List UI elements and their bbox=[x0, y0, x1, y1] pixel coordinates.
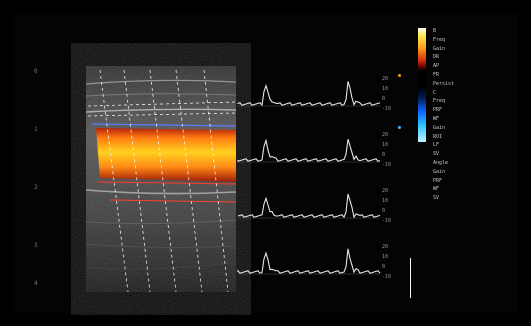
velocity-scale-label: -10 bbox=[382, 274, 392, 280]
velocity-scale-label: 0 bbox=[382, 152, 386, 158]
velocity-scale-label: -10 bbox=[382, 162, 392, 168]
velocity-scale-label: 0 bbox=[382, 208, 386, 214]
doppler-waveform bbox=[237, 81, 381, 107]
parameter-row bbox=[433, 213, 518, 220]
parameter-label: SV bbox=[433, 195, 440, 202]
parameter-row: Angle bbox=[433, 160, 518, 167]
parameter-label: Persist bbox=[433, 80, 455, 87]
parameter-row: B bbox=[433, 28, 518, 35]
doppler-waveform bbox=[237, 248, 381, 274]
parameter-row: SV bbox=[433, 195, 518, 202]
parameter-label: C bbox=[433, 89, 437, 96]
velocity-scale-label: 0 bbox=[382, 264, 386, 270]
velocity-scale-label: 20 bbox=[382, 132, 389, 138]
parameter-label: WF bbox=[433, 116, 440, 122]
doppler-waveform bbox=[237, 138, 381, 162]
velocity-scale-label: 10 bbox=[382, 198, 389, 204]
parameter-row: WF bbox=[433, 116, 518, 123]
velocity-scale-label: -10 bbox=[382, 106, 392, 112]
parameter-label: Freq bbox=[433, 36, 446, 43]
parameter-row: Gain bbox=[433, 46, 518, 53]
depth-label: 4 bbox=[34, 280, 38, 287]
parameter-label: Freq bbox=[433, 98, 446, 105]
parameter-row: C bbox=[433, 90, 518, 97]
parameter-label: SV bbox=[433, 151, 440, 158]
parameter-row: PRF bbox=[433, 107, 518, 114]
parameter-row: DR bbox=[433, 54, 518, 61]
parameter-label: AP bbox=[433, 63, 440, 70]
velocity-scale-label: 20 bbox=[382, 244, 389, 250]
parameter-label: LF bbox=[433, 142, 440, 149]
doppler-waveform bbox=[237, 193, 381, 219]
velocity-scale-label: 20 bbox=[382, 188, 389, 194]
depth-label: 1 bbox=[34, 126, 38, 133]
parameter-label: PRF bbox=[433, 177, 443, 184]
velocity-scale-label: 0 bbox=[382, 96, 386, 102]
parameter-panel: B Freq Gain DR AP FR Persist C Freq PRF WF Gain ROI L… bbox=[433, 28, 518, 228]
parameter-row: Freq bbox=[433, 98, 518, 105]
parameter-row: WF bbox=[433, 186, 518, 193]
depth-scale: 0 1 2 3 4 bbox=[32, 60, 46, 290]
parameter-row bbox=[433, 204, 518, 211]
vessel-wall-bottom bbox=[97, 181, 237, 185]
velocity-scale-label: 10 bbox=[382, 254, 389, 260]
velocity-scale-label: 10 bbox=[382, 142, 389, 148]
parameter-label: FR bbox=[433, 72, 440, 78]
parameter-label: Gain bbox=[433, 45, 446, 52]
depth-label: 2 bbox=[34, 184, 38, 191]
parameter-row: Gain bbox=[433, 169, 518, 176]
marker-dot bbox=[398, 74, 401, 77]
depth-label: 3 bbox=[34, 242, 38, 249]
scan-line-overlay bbox=[87, 69, 237, 293]
velocity-scale-label: 20 bbox=[382, 76, 389, 82]
parameter-label: Angle bbox=[433, 160, 449, 166]
scale-bar bbox=[410, 258, 411, 298]
parameter-label: ROI bbox=[433, 133, 443, 140]
parameter-label: DR bbox=[433, 54, 440, 61]
parameter-row: ROI bbox=[433, 134, 518, 141]
color-velocity-bar bbox=[418, 28, 426, 86]
velocity-scale-label: 10 bbox=[382, 86, 389, 92]
velocity-scale-label: -10 bbox=[382, 218, 392, 224]
parameter-row: Freq bbox=[433, 37, 518, 44]
roi-line-bottom bbox=[109, 199, 237, 203]
parameter-row: Persist bbox=[433, 81, 518, 88]
color-flow-vessel bbox=[96, 128, 236, 182]
parameter-row: AP bbox=[433, 63, 518, 70]
parameter-label: WF bbox=[433, 186, 440, 193]
parameter-label: Gain bbox=[433, 124, 446, 131]
vessel-wall-top bbox=[91, 123, 237, 127]
color-velocity-bar-negative bbox=[418, 86, 426, 142]
marker-dot bbox=[398, 126, 401, 129]
parameter-label: PRF bbox=[433, 107, 443, 114]
parameter-label: Gain bbox=[433, 168, 446, 175]
parameter-row: Gain bbox=[433, 125, 518, 132]
parameter-row: LF bbox=[433, 142, 518, 149]
parameter-row: FR bbox=[433, 72, 518, 79]
parameter-row: PRF bbox=[433, 178, 518, 185]
depth-label: 0 bbox=[34, 68, 38, 75]
parameter-row: SV bbox=[433, 151, 518, 158]
parameter-label: B bbox=[433, 28, 437, 34]
